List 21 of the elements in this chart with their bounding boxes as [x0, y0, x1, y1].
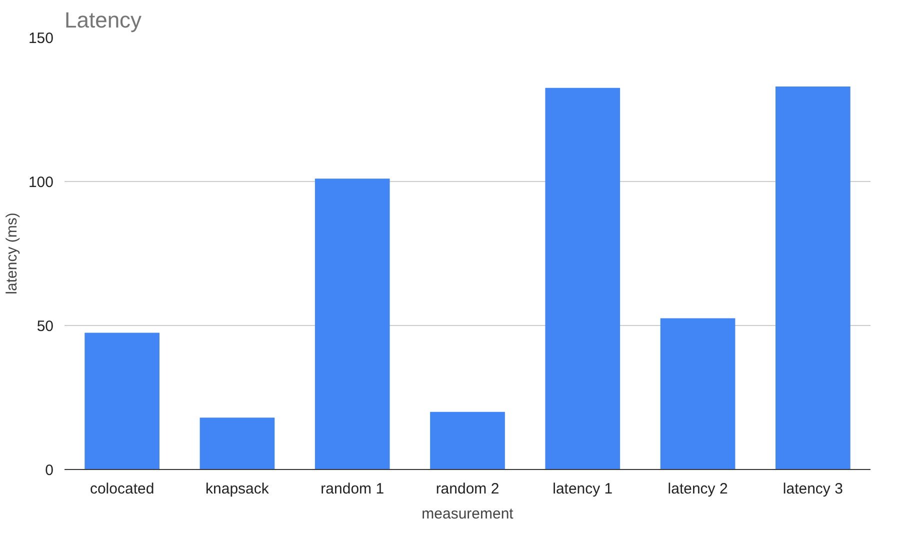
bar: [545, 88, 620, 470]
x-tick-label: latency 1: [552, 480, 613, 498]
bar: [660, 318, 736, 470]
x-tick-label: knapsack: [206, 480, 270, 498]
chart-title: Latency: [64, 8, 142, 32]
y-tick-label: 150: [28, 30, 54, 47]
x-tick-label: random 2: [436, 480, 500, 498]
bar: [84, 332, 160, 470]
y-tick-label: 100: [28, 174, 54, 191]
x-tick-label: random 1: [320, 480, 384, 498]
y-tick-label: 50: [36, 318, 54, 335]
x-axis-title: measurement: [422, 506, 514, 522]
x-tick-label: colocated: [90, 480, 154, 498]
x-tick-label: latency 2: [668, 480, 728, 498]
bar: [200, 418, 275, 470]
y-tick-label: 0: [45, 462, 54, 479]
y-axis-title: latency (ms): [3, 212, 20, 294]
bar: [776, 86, 850, 470]
x-tick-label: latency 3: [782, 480, 843, 498]
bar: [430, 412, 505, 470]
bar: [314, 178, 390, 470]
